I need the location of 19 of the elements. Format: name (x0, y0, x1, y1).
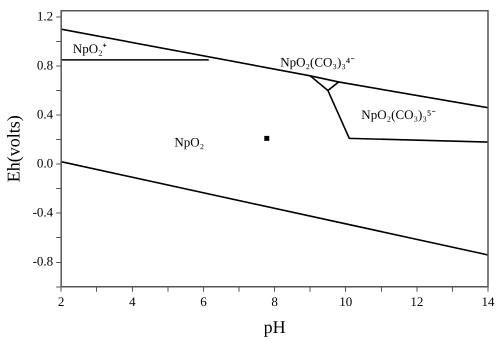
y-tick-label: 1.2 (36, 8, 54, 24)
x-tick-label: 8 (271, 294, 278, 310)
y-tick-label: -0.8 (32, 254, 54, 269)
y-tick-label: 0.0 (36, 156, 54, 171)
y-tick-label: 0.8 (36, 57, 54, 72)
y-tick-label: 0.4 (36, 106, 54, 122)
y-axis-title: Eh(volts) (4, 115, 24, 182)
x-tick-label: 2 (58, 294, 64, 310)
x-tick-label: 6 (200, 294, 208, 310)
annotation: NpO₂ (174, 134, 204, 150)
y-tick-label: -0.4 (32, 204, 54, 220)
x-tick-label: 4 (129, 294, 136, 310)
x-tick-label: 12 (410, 294, 424, 310)
annotation: NpO₂(CO₃)₃⁴⁻ (280, 54, 354, 70)
annotation: NpO₂(CO₃)₃⁵⁻ (361, 107, 436, 122)
annotation: NpO₂⁺ (72, 40, 107, 56)
x-tick-label: 14 (482, 294, 495, 310)
x-tick-label: 10 (339, 294, 352, 310)
x-axis-title: pH (264, 316, 286, 337)
